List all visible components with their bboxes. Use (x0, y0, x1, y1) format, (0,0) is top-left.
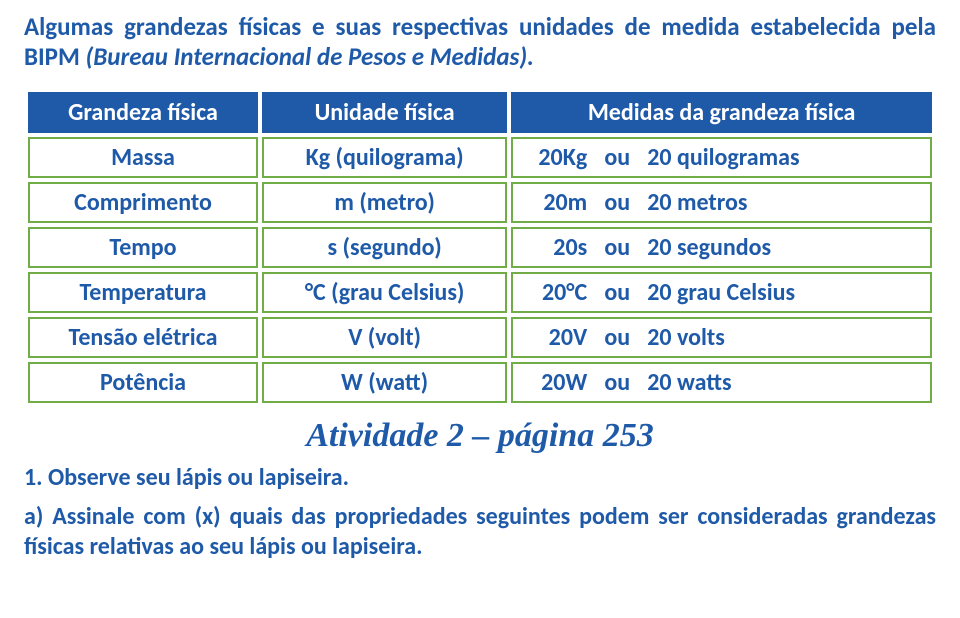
table-row: Tensão elétrica V (volt) 20V ou 20 volts (28, 317, 932, 358)
measure-value: 20°C (517, 278, 593, 307)
cell-unidade: s (segundo) (262, 227, 507, 268)
cell-medidas: 20V ou 20 volts (511, 317, 932, 358)
table-row: Potência W (watt) 20W ou 20 watts (28, 362, 932, 403)
cell-medidas: 20°C ou 20 grau Celsius (511, 272, 932, 313)
measure-right: 20 volts (641, 323, 725, 352)
cell-medidas: 20Kg ou 20 quilogramas (511, 137, 932, 178)
cell-grandeza: Temperatura (28, 272, 258, 313)
measure-value: 20s (517, 233, 593, 262)
question-1a: a) Assinale com (x) quais das propriedad… (24, 502, 936, 562)
measure-right: 20 segundos (641, 233, 771, 262)
table-body: Massa Kg (quilograma) 20Kg ou 20 quilogr… (28, 137, 932, 403)
cell-medidas: 20s ou 20 segundos (511, 227, 932, 268)
intro-line1: Algumas grandezas físicas e suas respect… (24, 11, 881, 42)
cell-grandeza: Potência (28, 362, 258, 403)
question-1: 1. Observe seu lápis ou lapiseira. (24, 463, 936, 492)
cell-unidade: V (volt) (262, 317, 507, 358)
measure-or: ou (593, 233, 641, 262)
cell-grandeza: Tempo (28, 227, 258, 268)
measure-value: 20W (517, 368, 593, 397)
cell-grandeza: Massa (28, 137, 258, 178)
cell-unidade: °C (grau Celsius) (262, 272, 507, 313)
units-table: Grandeza física Unidade física Medidas d… (24, 88, 936, 407)
table-row: Tempo s (segundo) 20s ou 20 segundos (28, 227, 932, 268)
cell-grandeza: Tensão elétrica (28, 317, 258, 358)
measure-right: 20 metros (641, 188, 747, 217)
cell-grandeza: Comprimento (28, 182, 258, 223)
measure-or: ou (593, 278, 641, 307)
measure-right: 20 watts (641, 368, 731, 397)
measure-value: 20Kg (517, 143, 593, 172)
cell-medidas: 20m ou 20 metros (511, 182, 932, 223)
col-header-grandeza: Grandeza física (28, 92, 258, 133)
measure-or: ou (593, 188, 641, 217)
measure-value: 20V (517, 323, 593, 352)
measure-right: 20 grau Celsius (641, 278, 795, 307)
activity-title: Atividade 2 – página 253 (24, 417, 936, 455)
intro-text: Algumas grandezas físicas e suas respect… (24, 12, 936, 72)
cell-medidas: 20W ou 20 watts (511, 362, 932, 403)
intro-line2b: (Bureau Internacional de Pesos e Medidas… (86, 41, 534, 72)
col-header-unidade: Unidade física (262, 92, 507, 133)
cell-unidade: W (watt) (262, 362, 507, 403)
measure-value: 20m (517, 188, 593, 217)
measure-or: ou (593, 368, 641, 397)
cell-unidade: m (metro) (262, 182, 507, 223)
measure-or: ou (593, 143, 641, 172)
table-row: Massa Kg (quilograma) 20Kg ou 20 quilogr… (28, 137, 932, 178)
table-row: Temperatura °C (grau Celsius) 20°C ou 20… (28, 272, 932, 313)
measure-or: ou (593, 323, 641, 352)
col-header-medidas: Medidas da grandeza física (511, 92, 932, 133)
cell-unidade: Kg (quilograma) (262, 137, 507, 178)
measure-right: 20 quilogramas (641, 143, 799, 172)
table-header-row: Grandeza física Unidade física Medidas d… (28, 92, 932, 133)
table-row: Comprimento m (metro) 20m ou 20 metros (28, 182, 932, 223)
